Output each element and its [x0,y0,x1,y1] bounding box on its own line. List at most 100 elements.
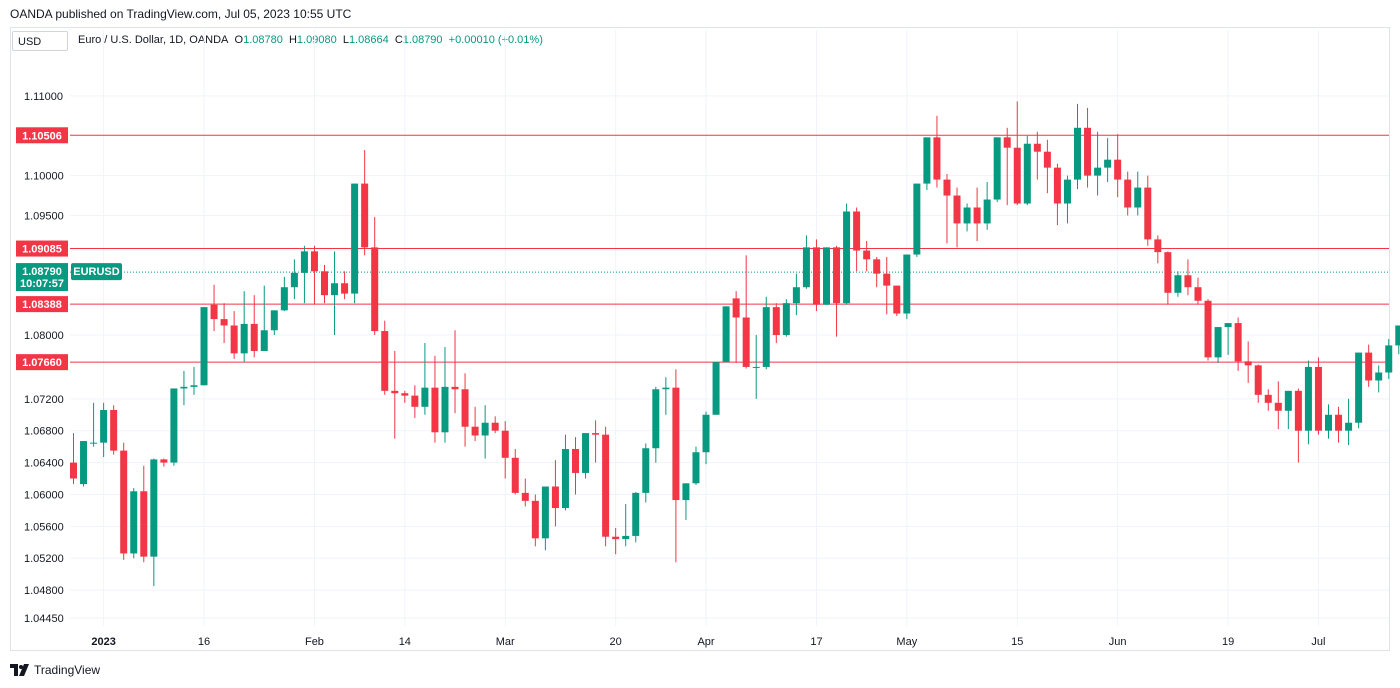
candle-body [973,207,981,224]
candle [70,433,77,485]
candle-body [361,183,369,248]
candle-body [1124,179,1132,208]
candle-body [1114,159,1122,180]
candle-body [1204,300,1212,358]
candle [150,458,158,587]
candle-body [1355,352,1363,423]
candle-body [833,247,841,304]
candle-body [732,298,740,318]
candle-body [1033,143,1041,152]
candle-body [1154,239,1162,253]
candle [120,442,128,560]
last-price-tag [16,263,68,292]
candle [300,245,308,304]
candle-body [963,207,971,224]
candle [692,446,700,485]
x-tick-label: May [896,636,917,648]
currency-selector[interactable]: USD [12,31,68,51]
candle [280,276,288,312]
candle-body [662,387,670,390]
close-label: C [394,34,403,46]
candle-body [1365,352,1373,381]
candle-body [812,247,820,305]
candle-body [70,462,77,479]
candle-body [1164,252,1172,293]
x-tick-label: 15 [1011,636,1023,648]
candle [351,183,359,304]
candle [1063,175,1071,224]
y-tick-label: 1.06800 [24,426,64,438]
candle [401,390,409,403]
candle [90,402,98,447]
candle [1124,171,1132,216]
candle [1003,127,1011,206]
candle-body [401,393,409,396]
candle-body [1043,151,1051,168]
candle-body [933,137,941,180]
candle [371,217,379,336]
candle [1104,138,1112,182]
candle-body [561,449,569,509]
candle-body [682,483,690,501]
candle [210,284,218,332]
candle-body [923,137,931,184]
candle-body [1375,372,1383,381]
y-tick-label: 1.04450 [24,613,64,625]
candle-body [823,247,830,305]
candle-body [843,211,851,304]
candle-body [612,536,620,540]
candle [1224,323,1232,355]
level-tag [16,127,68,144]
candle [652,386,660,463]
candle [1385,339,1393,379]
candle [762,296,770,370]
candle-body [772,307,780,336]
candle [853,207,861,272]
candle [592,420,600,463]
candle [782,299,790,337]
tradingview-logo-icon [10,664,29,676]
candle-body [1284,390,1292,411]
candle [1144,175,1152,246]
candle-body [511,457,519,493]
footer-brand-text: TradingView [34,663,101,677]
candle-body [230,325,238,354]
candle-body [471,426,479,436]
candle-body [722,306,730,363]
candle [511,449,519,495]
candle [722,306,730,363]
candle [662,377,670,415]
level-tag [16,240,68,257]
candle [80,441,88,487]
level-tag-label: 1.09085 [22,244,62,256]
candle-body [993,137,1001,200]
candle [893,285,901,316]
candle [1033,131,1041,180]
candle-body [461,389,469,427]
candle-body [853,211,861,251]
high-value: 1.09080 [296,34,337,46]
candle-body [160,459,168,463]
candles [70,101,1400,587]
candle [1043,139,1051,194]
candle-body [321,271,328,296]
candle [1365,344,1373,387]
candle-body [80,441,88,485]
candle [702,411,710,465]
symbol-tag-label: EURUSD [73,266,120,278]
candle-body [431,387,439,433]
candle [431,355,439,443]
candle [381,320,389,395]
x-tick-label: Feb [305,636,324,648]
candle-body [130,491,138,554]
candle-body [582,433,590,473]
x-tick-label: 2023 [91,636,115,648]
candle [551,460,559,527]
candle [1084,107,1092,188]
x-tick-label: Jun [1109,636,1127,648]
candle [1345,398,1353,446]
candle [1375,365,1383,393]
candle [270,310,278,336]
x-tick-label: 19 [1222,636,1234,648]
